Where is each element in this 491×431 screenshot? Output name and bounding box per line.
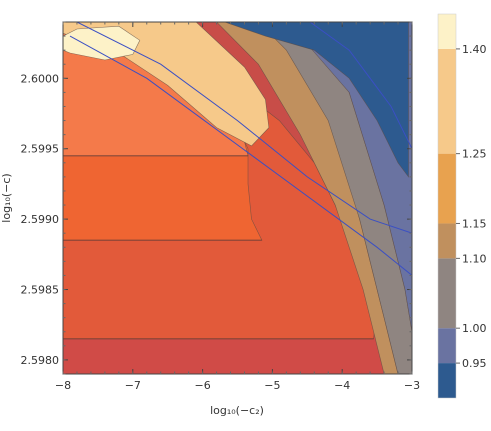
colorbar-tick-label: 1.40 [462,43,487,56]
y-tick-label: 2.5980 [21,354,60,367]
boundary-line-2 [309,22,412,149]
colorbar-frame [437,13,457,399]
colorbar-band [438,328,456,364]
plot-area [63,22,412,374]
y-tick-label: 2.6000 [21,72,60,85]
colorbar-tick-label: 1.25 [462,148,487,161]
x-tick-label: −5 [264,379,280,392]
y-tick-label: 2.5990 [21,213,60,226]
colorbar-tick-label: 1.10 [462,252,487,265]
y-tick-label: 2.5985 [21,284,60,297]
colorbar: 0.95 1.00 1.10 1.15 1.25 1.40 [437,13,487,399]
colorbar-band [438,363,456,398]
x-tick-label: −3 [404,379,420,392]
region-band-cream [63,25,141,61]
colorbar-tick-label: 1.15 [462,217,487,230]
x-tick-label: −7 [125,379,141,392]
y-axis-label: log₁₀(−c) [0,173,13,222]
colorbar-band [438,48,456,154]
x-axis-ticks: −8 −7 −6 −5 −4 −3 [55,22,420,392]
colorbar-band [438,258,456,329]
boundary-line-1 [69,35,412,276]
x-tick-label: −4 [334,379,350,392]
x-axis-label: log₁₀(−c₂) [210,404,264,417]
y-axis-ticks: 2.5980 2.5985 2.5990 2.5995 2.6000 [21,21,412,375]
colorbar-band [438,14,456,49]
region-band-slate [173,22,412,332]
colorbar-tick-label: 0.95 [462,357,487,370]
colorbar-band [438,223,456,259]
boundary-line-0 [76,22,412,234]
plot-frame [62,21,413,375]
region-band-navy [223,22,409,178]
y-tick-label: 2.5995 [21,143,60,156]
colorbar-tick-label: 1.00 [462,322,487,335]
x-tick-label: −6 [194,379,210,392]
colorbar-band [438,153,456,224]
x-tick-label: −8 [55,379,71,392]
